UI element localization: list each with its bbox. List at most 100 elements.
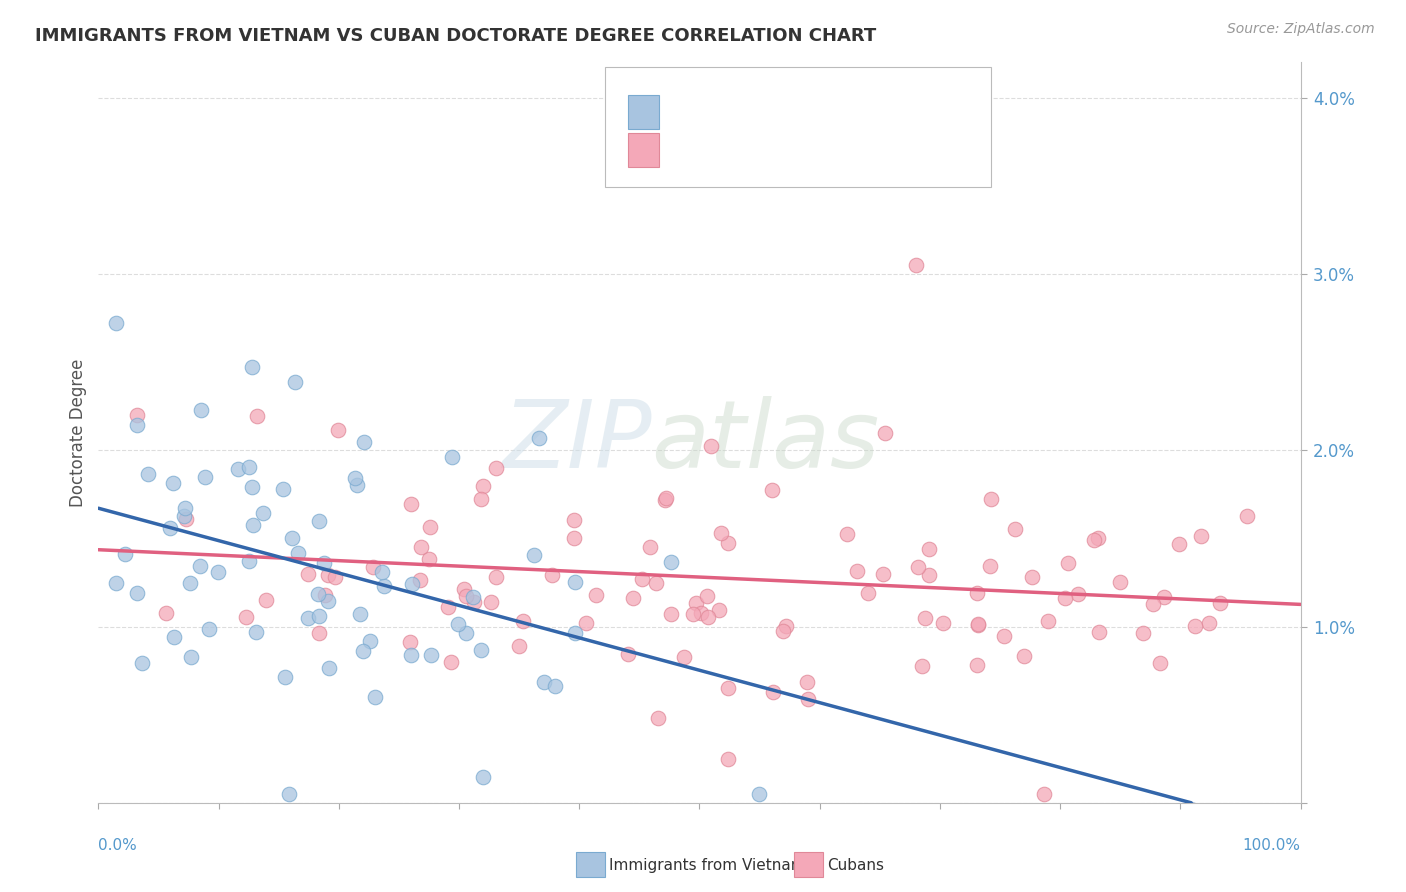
Point: [188, 559, 211, 574]
Point: [399, 497, 422, 511]
Point: [453, 582, 475, 597]
Point: [409, 541, 432, 555]
Point: [688, 112, 710, 126]
Point: [105, 316, 128, 330]
Text: 103: 103: [862, 140, 900, 158]
Text: 0.0%: 0.0%: [98, 838, 138, 853]
Point: [967, 617, 990, 632]
Point: [242, 480, 264, 494]
Point: [1054, 591, 1077, 606]
Point: [316, 594, 339, 608]
Point: [685, 596, 707, 610]
Text: N =: N =: [820, 103, 853, 120]
Point: [155, 606, 177, 620]
Point: [1132, 626, 1154, 640]
Text: R =: R =: [671, 140, 704, 158]
Point: [271, 482, 294, 496]
Point: [180, 649, 202, 664]
Point: [918, 567, 941, 582]
Point: [541, 568, 564, 582]
Point: [533, 675, 555, 690]
Point: [127, 586, 149, 600]
Point: [323, 570, 346, 584]
Point: [136, 467, 159, 482]
Point: [314, 588, 336, 602]
Text: -0.247: -0.247: [713, 140, 778, 158]
Point: [326, 423, 349, 437]
Point: [911, 659, 934, 673]
Point: [484, 570, 506, 584]
Point: [1032, 787, 1054, 801]
Point: [616, 648, 638, 662]
Point: [173, 509, 195, 524]
Point: [1109, 574, 1132, 589]
Point: [690, 606, 713, 620]
Point: [904, 258, 927, 272]
Point: [252, 506, 274, 520]
Point: [277, 787, 299, 801]
Point: [907, 560, 929, 574]
Point: [364, 690, 387, 704]
Point: [562, 531, 585, 545]
Point: [471, 479, 494, 493]
Point: [647, 711, 669, 725]
Point: [654, 492, 676, 507]
Point: [176, 512, 198, 526]
Point: [242, 518, 264, 533]
Y-axis label: Doctorate Degree: Doctorate Degree: [69, 359, 87, 507]
Point: [297, 566, 319, 581]
Point: [835, 526, 858, 541]
Point: [979, 558, 1001, 573]
Point: [238, 459, 260, 474]
Point: [797, 692, 820, 706]
Point: [1149, 657, 1171, 671]
Point: [875, 426, 897, 441]
Point: [418, 552, 440, 566]
Point: [761, 684, 783, 698]
Point: [1209, 596, 1232, 610]
Point: [682, 607, 704, 621]
Point: [918, 541, 941, 556]
Point: [717, 752, 740, 766]
Point: [512, 614, 534, 628]
Point: [162, 476, 184, 491]
Point: [932, 616, 955, 631]
Point: [179, 575, 201, 590]
Point: [408, 573, 430, 587]
Point: [485, 461, 508, 475]
Point: [318, 661, 340, 675]
Point: [463, 595, 485, 609]
Point: [104, 576, 127, 591]
Point: [312, 556, 335, 570]
Point: [1142, 597, 1164, 611]
Point: [1067, 587, 1090, 601]
Text: IMMIGRANTS FROM VIETNAM VS CUBAN DOCTORATE DEGREE CORRELATION CHART: IMMIGRANTS FROM VIETNAM VS CUBAN DOCTORA…: [35, 27, 876, 45]
Point: [361, 559, 384, 574]
Point: [470, 491, 492, 506]
Point: [437, 600, 460, 615]
Point: [585, 588, 607, 602]
Point: [238, 554, 260, 568]
Point: [463, 591, 485, 605]
Point: [308, 514, 330, 528]
Point: [772, 624, 794, 639]
Point: [966, 618, 988, 632]
Point: [307, 587, 329, 601]
Point: [696, 590, 718, 604]
Text: ZIP: ZIP: [502, 396, 651, 487]
Point: [697, 609, 720, 624]
Point: [1087, 532, 1109, 546]
Point: [700, 439, 723, 453]
Point: [481, 595, 503, 609]
Point: [114, 548, 136, 562]
Point: [1083, 533, 1105, 547]
Point: [240, 360, 263, 375]
Text: 100.0%: 100.0%: [1243, 838, 1301, 853]
Point: [254, 592, 277, 607]
Point: [159, 521, 181, 535]
Point: [287, 546, 309, 560]
Point: [353, 435, 375, 450]
Point: [207, 565, 229, 579]
Point: [544, 679, 567, 693]
Point: [456, 626, 478, 640]
